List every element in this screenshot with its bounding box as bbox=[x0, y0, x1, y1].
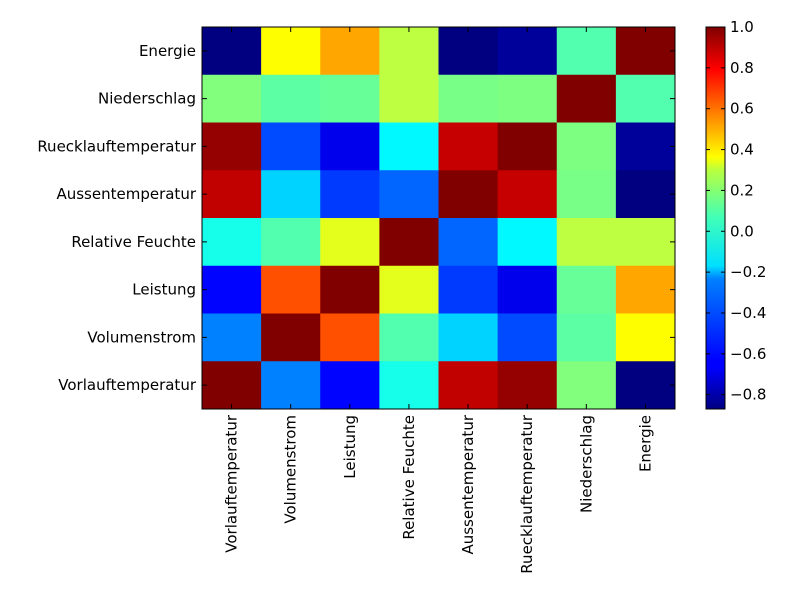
heatmap-cell bbox=[438, 170, 499, 219]
x-tick-label: Volumenstrom bbox=[282, 415, 300, 524]
y-tick-label: Leistung bbox=[132, 281, 196, 299]
y-tick-label: Volumenstrom bbox=[87, 328, 196, 346]
heatmap-cell bbox=[202, 27, 262, 76]
colorbar-ticks: −0.8 −0.6 −0.4 −0.2 0.0 0.2 0.4 0.6 0.8 1.0 bbox=[706, 18, 766, 404]
colorbar-tick-label: 0.0 bbox=[730, 222, 754, 240]
heatmap-cell bbox=[615, 313, 676, 362]
y-tick-label: Vorlauftemperatur bbox=[58, 376, 197, 394]
colorbar-tick-label: −0.8 bbox=[730, 386, 766, 404]
heatmap-cell bbox=[615, 74, 676, 123]
x-tick-label: Vorlauftemperatur bbox=[223, 414, 241, 553]
heatmap-cell bbox=[497, 170, 558, 219]
heatmap-cell bbox=[379, 218, 439, 267]
heatmap-cell bbox=[202, 122, 262, 171]
heatmap-cell bbox=[379, 313, 439, 362]
heatmap-cell bbox=[320, 27, 380, 76]
heatmap-cell bbox=[261, 361, 321, 410]
colorbar-tick-label: −0.6 bbox=[730, 345, 766, 363]
heatmap-cell bbox=[615, 361, 676, 410]
heatmap-cell bbox=[615, 122, 676, 171]
heatmap-cell bbox=[615, 27, 676, 76]
colorbar-tick-label: 1.0 bbox=[730, 18, 754, 36]
heatmap-cell bbox=[202, 218, 262, 267]
heatmap-cell bbox=[497, 122, 558, 171]
heatmap-cell bbox=[556, 361, 617, 410]
heatmap-cell bbox=[320, 122, 380, 171]
colorbar: −0.8 −0.6 −0.4 −0.2 0.0 0.2 0.4 0.6 0.8 1.0 bbox=[705, 18, 766, 410]
colorbar-tick-label: 0.4 bbox=[730, 141, 754, 159]
heatmap-cell bbox=[202, 361, 262, 410]
heatmap-cell bbox=[556, 170, 617, 219]
heatmap-cell bbox=[615, 218, 676, 267]
heatmap-cell bbox=[261, 74, 321, 123]
heatmap-cell bbox=[320, 313, 380, 362]
heatmap-cell bbox=[379, 265, 439, 314]
heatmap-cell bbox=[497, 361, 558, 410]
heatmap-cell bbox=[556, 265, 617, 314]
heatmap-cell bbox=[438, 361, 499, 410]
heatmap-cell bbox=[379, 122, 439, 171]
heatmap-cell bbox=[438, 218, 499, 267]
colorbar-tick-label: 0.8 bbox=[730, 59, 754, 77]
x-axis-labels: Vorlauftemperatur Volumenstrom Leistung Rel… bbox=[223, 27, 654, 574]
x-tick-label: Niederschlag bbox=[577, 415, 595, 513]
heatmap-cell bbox=[202, 74, 262, 123]
heatmap-cell bbox=[261, 27, 321, 76]
heatmap-cell bbox=[261, 218, 321, 267]
y-tick-label: Relative Feuchte bbox=[71, 233, 196, 251]
x-tick-label: Energie bbox=[636, 415, 654, 472]
colorbar-tick-label: −0.2 bbox=[730, 263, 766, 281]
heatmap-cell bbox=[261, 170, 321, 219]
y-tick-label: Ruecklauftemperatur bbox=[37, 137, 197, 155]
heatmap-cell bbox=[202, 265, 262, 314]
heatmap-cell bbox=[202, 313, 262, 362]
x-tick-label: Ruecklauftemperatur bbox=[518, 414, 536, 574]
heatmap-cell bbox=[202, 170, 262, 219]
heatmap-cell bbox=[497, 27, 558, 76]
heatmap-cell bbox=[320, 74, 380, 123]
heatmap-cell bbox=[556, 74, 617, 123]
colorbar-tick-label: −0.4 bbox=[730, 304, 766, 322]
heatmap-cell bbox=[320, 170, 380, 219]
heatmap-cell bbox=[379, 361, 439, 410]
heatmap-cell bbox=[497, 218, 558, 267]
heatmap-cell bbox=[320, 361, 380, 410]
heatmap-cell bbox=[379, 74, 439, 123]
heatmap-cell bbox=[261, 313, 321, 362]
heatmap-cell bbox=[438, 265, 499, 314]
x-tick-label: Relative Feuchte bbox=[400, 415, 418, 540]
plot-frame bbox=[201, 26, 676, 410]
heatmap-cell bbox=[556, 122, 617, 171]
heatmap-cell bbox=[379, 170, 439, 219]
heatmap-cell bbox=[556, 27, 617, 76]
colorbar-tick-label: 0.2 bbox=[730, 181, 754, 199]
x-tick-label: Aussentemperatur bbox=[459, 414, 477, 554]
colorbar-tick-label: 0.6 bbox=[730, 100, 754, 118]
heatmap-cell bbox=[438, 313, 499, 362]
heatmap-cell bbox=[320, 218, 380, 267]
heatmap-cell bbox=[615, 170, 676, 219]
heatmap-cell bbox=[438, 27, 499, 76]
heatmap-cell bbox=[497, 313, 558, 362]
y-axis-labels: Energie Niederschlag Ruecklauftemperatur Au… bbox=[37, 42, 675, 394]
heatmap-cell bbox=[556, 313, 617, 362]
heatmap-cell bbox=[261, 122, 321, 171]
heatmap-cell bbox=[497, 265, 558, 314]
y-tick-label: Niederschlag bbox=[98, 90, 196, 108]
heatmap-cell bbox=[438, 74, 499, 123]
colorbar-gradient bbox=[705, 26, 726, 410]
y-tick-label: Aussentemperatur bbox=[56, 185, 196, 203]
heatmap-cells bbox=[202, 27, 676, 410]
heatmap-cell bbox=[556, 218, 617, 267]
x-tick-label: Leistung bbox=[341, 415, 359, 479]
heatmap-cell bbox=[379, 27, 439, 76]
y-tick-label: Energie bbox=[139, 42, 196, 60]
heatmap-cell bbox=[497, 74, 558, 123]
heatmap-cell bbox=[261, 265, 321, 314]
heatmap-cell bbox=[320, 265, 380, 314]
heatmap-cell bbox=[438, 122, 499, 171]
heatmap-cell bbox=[615, 265, 676, 314]
